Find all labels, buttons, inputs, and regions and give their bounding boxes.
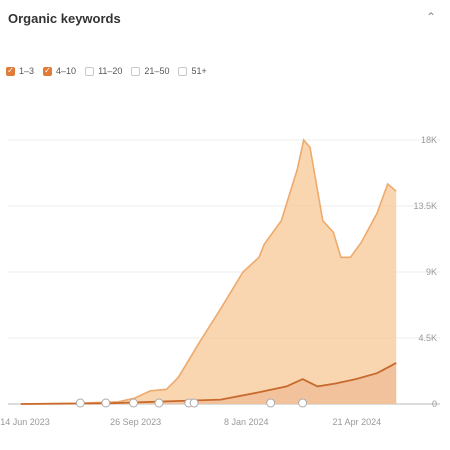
x-tick-label: 14 Jun 2023: [0, 417, 50, 427]
filter-label: 21–50: [144, 66, 170, 76]
organic-keywords-chart: 0 4.5K 9K 13.5K 18K 14 Jun 2023 26 Sep 2023 8 J…: [0, 135, 440, 427]
filter-label: 4–10: [56, 66, 77, 76]
annotation-marker: [189, 398, 199, 408]
filter-1-3[interactable]: 1–3: [6, 66, 34, 76]
y-tick-label: 18K: [421, 135, 437, 145]
series-4-10-area: [20, 140, 397, 404]
annotation-marker: [75, 398, 85, 408]
chevron-up-icon[interactable]: ⌃: [425, 10, 436, 24]
y-tick-label: 4.5K: [418, 333, 437, 343]
filter-label: 11–20: [98, 66, 123, 76]
annotation-marker: [266, 398, 276, 408]
y-tick-label: 13.5K: [413, 201, 437, 211]
checkbox-21-50[interactable]: [131, 66, 141, 76]
series-4-10-line: [20, 138, 397, 405]
x-tick-label: 8 Jan 2024: [224, 417, 269, 427]
checkbox-4-10[interactable]: [43, 66, 53, 76]
checkbox-51-plus[interactable]: [178, 66, 188, 76]
annotation-marker: [101, 398, 111, 408]
keyword-position-filters: 1–3 4–10 11–20 21–50 51+: [6, 66, 207, 76]
annotation-marker: [128, 398, 138, 408]
filter-21-50[interactable]: 21–50: [131, 66, 169, 76]
filter-label: 1–3: [19, 66, 35, 76]
filter-4-10[interactable]: 4–10: [43, 66, 76, 76]
filter-51-plus[interactable]: 51+: [178, 66, 207, 76]
panel-title: Organic keywords: [8, 11, 121, 26]
x-tick-label: 26 Sep 2023: [110, 417, 161, 427]
y-tick-label: 0: [432, 399, 437, 409]
annotation-marker: [154, 398, 164, 408]
filter-11-20[interactable]: 11–20: [85, 66, 122, 76]
x-tick-label: 21 Apr 2024: [333, 417, 382, 427]
y-tick-label: 9K: [426, 267, 437, 277]
annotation-marker: [298, 398, 308, 408]
series-1-3-area: [20, 362, 397, 404]
filter-label: 51+: [191, 66, 207, 76]
checkbox-11-20[interactable]: [85, 66, 95, 76]
checkbox-1-3[interactable]: [6, 66, 15, 76]
